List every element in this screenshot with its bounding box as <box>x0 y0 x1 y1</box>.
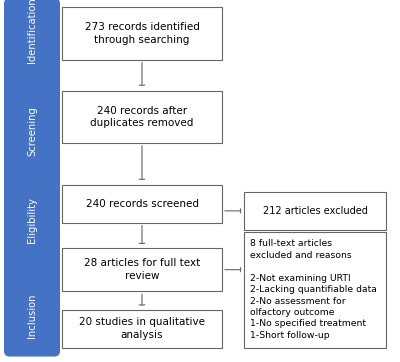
FancyBboxPatch shape <box>62 7 222 60</box>
Text: 273 records identified
through searching: 273 records identified through searching <box>84 22 200 45</box>
FancyBboxPatch shape <box>62 185 222 223</box>
Text: Eligibility: Eligibility <box>27 197 37 243</box>
FancyBboxPatch shape <box>244 232 386 348</box>
FancyBboxPatch shape <box>244 192 386 230</box>
Text: Inclusion: Inclusion <box>27 294 37 338</box>
Text: Screening: Screening <box>27 106 37 156</box>
Text: 8 full-text articles
excluded and reasons

2-Not examining URTI
2-Lacking quanti: 8 full-text articles excluded and reason… <box>250 239 377 340</box>
FancyBboxPatch shape <box>62 248 222 291</box>
Text: 212 articles excluded: 212 articles excluded <box>262 206 368 216</box>
Text: 240 records after
duplicates removed: 240 records after duplicates removed <box>90 106 194 128</box>
FancyBboxPatch shape <box>62 310 222 348</box>
Text: 20 studies in qualitative
analysis: 20 studies in qualitative analysis <box>79 317 205 340</box>
FancyBboxPatch shape <box>62 90 222 143</box>
FancyBboxPatch shape <box>4 0 60 357</box>
Text: 28 articles for full text
review: 28 articles for full text review <box>84 258 200 281</box>
Text: Identification: Identification <box>27 0 37 63</box>
Text: 240 records screened: 240 records screened <box>86 199 198 209</box>
